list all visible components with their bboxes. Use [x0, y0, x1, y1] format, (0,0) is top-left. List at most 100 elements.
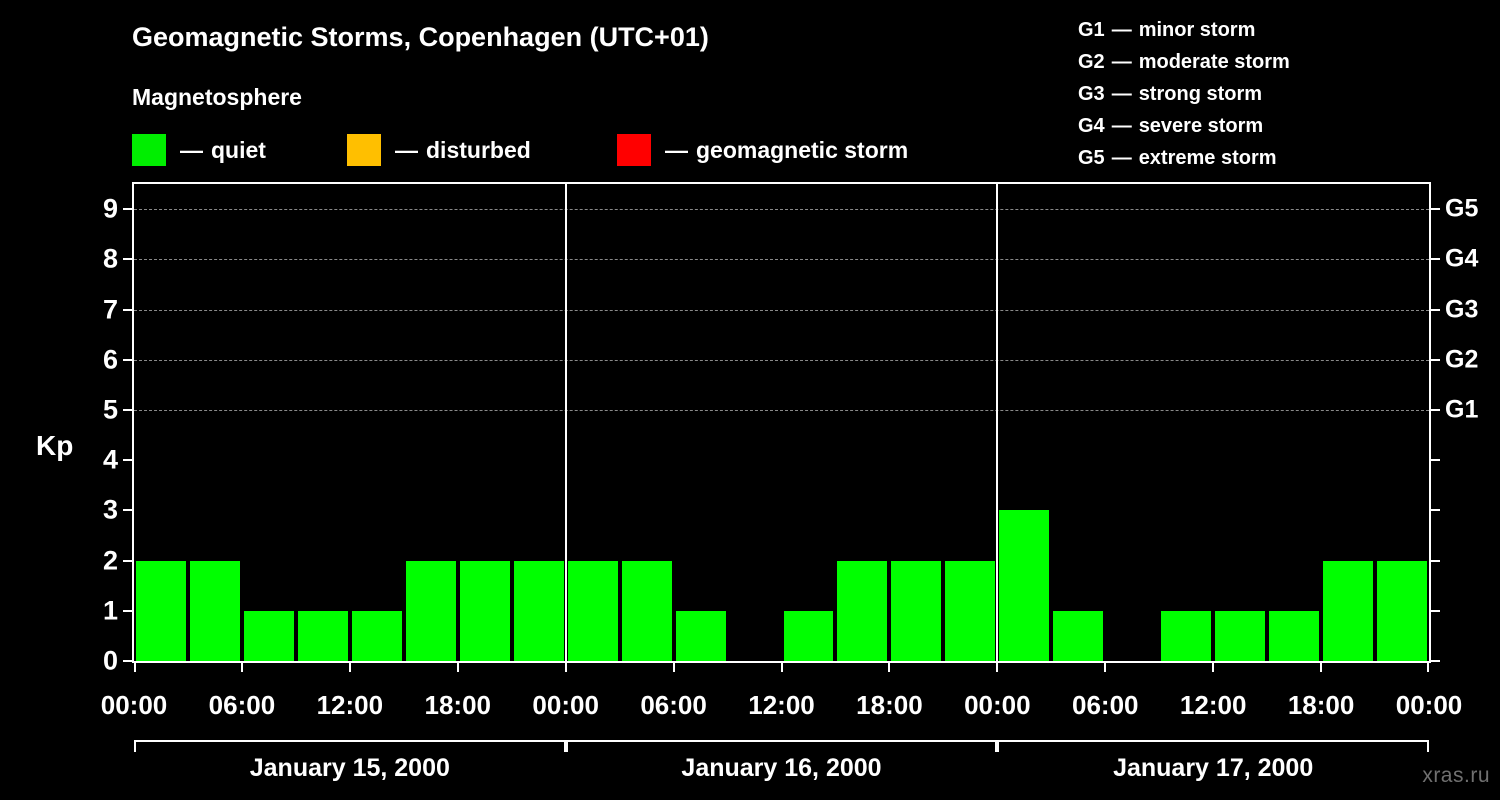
y-tick-right [1429, 258, 1440, 261]
gridline [134, 359, 1429, 361]
bar [837, 560, 888, 661]
storm-scale-code: G2 [1078, 51, 1105, 73]
x-tick [456, 661, 459, 672]
y-tick-left [123, 208, 134, 211]
plot-inner [134, 184, 1429, 661]
chart-subtitle: Magnetosphere [132, 84, 302, 110]
bar [1377, 560, 1427, 661]
storm-scale-separator: — [1111, 147, 1132, 169]
y-tick-right [1429, 660, 1440, 662]
storm-scale-label: minor storm [1138, 19, 1256, 41]
y-tick-right [1429, 509, 1440, 512]
bar [891, 560, 942, 661]
y-tick-label: 1 [102, 595, 118, 626]
x-tick [1427, 661, 1429, 672]
y-tick-label: 5 [102, 394, 118, 425]
storm-scale-label: extreme storm [1138, 147, 1277, 169]
x-tick-label: 00:00 [964, 690, 1031, 720]
day-bracket [997, 740, 1429, 752]
bar-series [134, 184, 1429, 661]
day-label: January 16, 2000 [681, 754, 882, 782]
legend-swatch-icon [617, 134, 651, 166]
x-tick-label: 18:00 [1287, 690, 1355, 720]
storm-scale-label: strong storm [1138, 83, 1263, 105]
y-tick-left [123, 459, 134, 462]
y-tick-left [123, 258, 134, 261]
x-tick [1320, 661, 1323, 672]
y-tick-right [1429, 609, 1440, 612]
watermark: xras.ru [1422, 764, 1490, 787]
gridline [134, 259, 1429, 261]
day-label: January 17, 2000 [1113, 754, 1314, 782]
day-bracket [134, 740, 566, 752]
x-tick-label: 12:00 [748, 690, 815, 720]
bar [567, 560, 618, 661]
x-tick-label: 00:00 [100, 690, 168, 720]
storm-scale-code: G3 [1078, 83, 1105, 105]
page-title: Geomagnetic Storms, Copenhagen (UTC+01) [132, 22, 709, 52]
storm-scale-G2: G2 — moderate storm [1078, 46, 1290, 78]
storm-scale-separator: — [1111, 19, 1132, 41]
x-tick [780, 661, 783, 672]
y-tick-right [1429, 559, 1440, 562]
storm-scale-code: G4 [1078, 115, 1105, 137]
y-tick-label: 7 [102, 294, 118, 325]
legend-swatch-icon [132, 134, 166, 166]
y-tick-left [123, 660, 134, 662]
bar [189, 560, 240, 661]
legend-swatch-icon [347, 134, 381, 166]
gridline [134, 209, 1429, 211]
bar [999, 510, 1050, 661]
day-bracket [565, 740, 998, 752]
bar [1323, 560, 1374, 661]
x-tick-label: 18:00 [424, 690, 492, 720]
storm-scale-G3: G3 — strong storm [1078, 78, 1290, 110]
legend-label: geomagnetic storm [696, 136, 909, 163]
legend-item-disturbed: — disturbed [347, 133, 531, 167]
y-tick-label: 4 [102, 444, 118, 475]
x-tick-label: 00:00 [532, 690, 599, 720]
bar [351, 610, 402, 661]
x-tick-label: 00:00 [1395, 690, 1463, 720]
legend-label: disturbed [426, 136, 531, 163]
x-tick [1104, 661, 1107, 672]
gridline [134, 309, 1429, 311]
x-tick [672, 661, 675, 672]
x-tick [996, 661, 999, 672]
storm-level-tick-label: G1 [1445, 395, 1479, 424]
storm-level-tick-label: G4 [1445, 244, 1479, 273]
storm-scale-separator: — [1111, 51, 1132, 73]
storm-scale-G5: G5 — extreme storm [1078, 142, 1290, 174]
y-tick-label: 6 [102, 344, 118, 375]
bar [1161, 610, 1212, 661]
legend-item-quiet: — quiet [132, 133, 266, 167]
plot-area [123, 182, 1440, 672]
x-tick-label: 12:00 [1179, 690, 1247, 720]
gridline [134, 409, 1429, 411]
legend-item-geomagnetic-storm: — geomagnetic storm [617, 133, 908, 167]
storm-scale-code: G5 [1078, 147, 1105, 169]
x-tick-label: 12:00 [316, 690, 384, 720]
legend-dash: — [665, 136, 688, 163]
bar [513, 560, 564, 661]
y-tick-label: 3 [102, 494, 118, 525]
x-tick [240, 661, 243, 672]
storm-scale-legend: G1 — minor storm G2 — moderate storm G3 — strong… [1078, 14, 1290, 174]
bar [621, 560, 672, 661]
y-axis-title: Kp [36, 430, 74, 461]
x-tick-label: 06:00 [640, 690, 707, 720]
y-tick-left [123, 358, 134, 361]
x-tick [564, 661, 567, 672]
storm-scale-G1: G1 — minor storm [1078, 14, 1290, 46]
y-tick-right [1429, 459, 1440, 462]
x-tick [1212, 661, 1215, 672]
bar [405, 560, 456, 661]
y-tick-label: 2 [102, 545, 118, 576]
storm-level-tick-label: G2 [1445, 345, 1479, 374]
y-tick-label: 9 [102, 193, 118, 224]
bar [783, 610, 834, 661]
x-tick [348, 661, 351, 672]
y-tick-left [123, 308, 134, 311]
bar [675, 610, 726, 661]
